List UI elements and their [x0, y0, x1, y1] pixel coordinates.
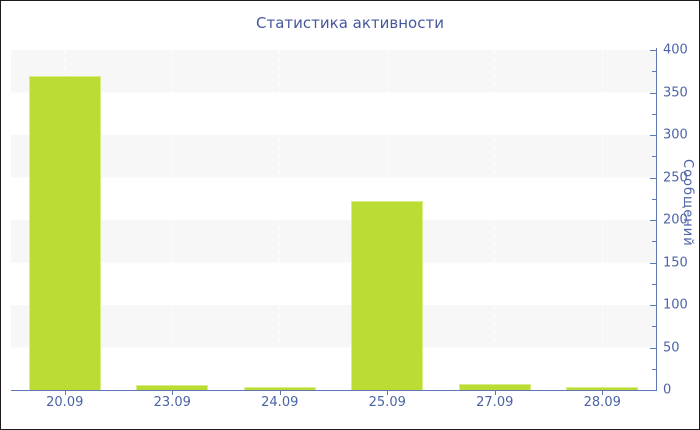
y-minor-tick [652, 113, 656, 115]
x-tick-label: 27.09 [476, 395, 514, 410]
y-minor-tick [652, 326, 656, 328]
y-tick-label: 50 [663, 340, 680, 355]
vertical-gridline [279, 50, 281, 390]
y-tick-label: 200 [663, 212, 688, 228]
bar-27.09 [458, 384, 531, 390]
y-major-tick [650, 347, 656, 349]
y-tick-label: 0 [663, 382, 672, 398]
bar-24.09 [243, 387, 316, 390]
y-major-tick [650, 390, 656, 391]
y-minor-tick [652, 198, 656, 200]
bar-20.09 [28, 75, 101, 390]
y-tick-label: 400 [663, 42, 688, 58]
chart-title: Статистика активности [256, 14, 444, 32]
x-tick-label: 23.09 [153, 395, 191, 410]
y-major-tick [650, 220, 656, 221]
y-tick-label: 100 [663, 297, 688, 313]
y-major-tick [650, 50, 656, 51]
x-tick-label: 24.09 [261, 395, 299, 410]
plot-area [11, 50, 656, 390]
y-axis-title: Сообщений [680, 159, 695, 247]
y-major-tick [650, 177, 656, 179]
y-major-tick [650, 135, 656, 136]
y-minor-tick [652, 71, 656, 73]
x-tick [172, 391, 174, 395]
x-axis-line [11, 390, 657, 391]
bar-28.09 [566, 387, 639, 390]
x-tick-label: 25.09 [368, 395, 406, 410]
y-tick-label: 250 [663, 170, 688, 185]
x-tick-label: 28.09 [583, 395, 621, 410]
y-axis-line [656, 48, 657, 391]
vertical-gridline [601, 50, 603, 390]
y-minor-tick [652, 283, 656, 285]
x-tick [279, 391, 281, 395]
y-major-tick [650, 305, 656, 306]
y-minor-tick [652, 368, 656, 370]
y-minor-tick [652, 241, 656, 243]
bar-25.09 [351, 201, 424, 390]
bar-23.09 [136, 384, 209, 390]
x-tick [64, 391, 66, 395]
y-tick-label: 300 [663, 127, 688, 143]
y-major-tick [650, 262, 656, 264]
y-major-tick [650, 92, 656, 94]
x-tick [387, 391, 389, 395]
x-tick [494, 391, 496, 395]
vertical-gridline [494, 50, 496, 390]
y-tick-label: 150 [663, 255, 688, 270]
y-minor-tick [652, 156, 656, 158]
y-tick-label: 350 [663, 85, 688, 100]
x-tick [602, 391, 604, 395]
x-tick-label: 20.09 [46, 395, 84, 410]
vertical-gridline [171, 50, 173, 390]
